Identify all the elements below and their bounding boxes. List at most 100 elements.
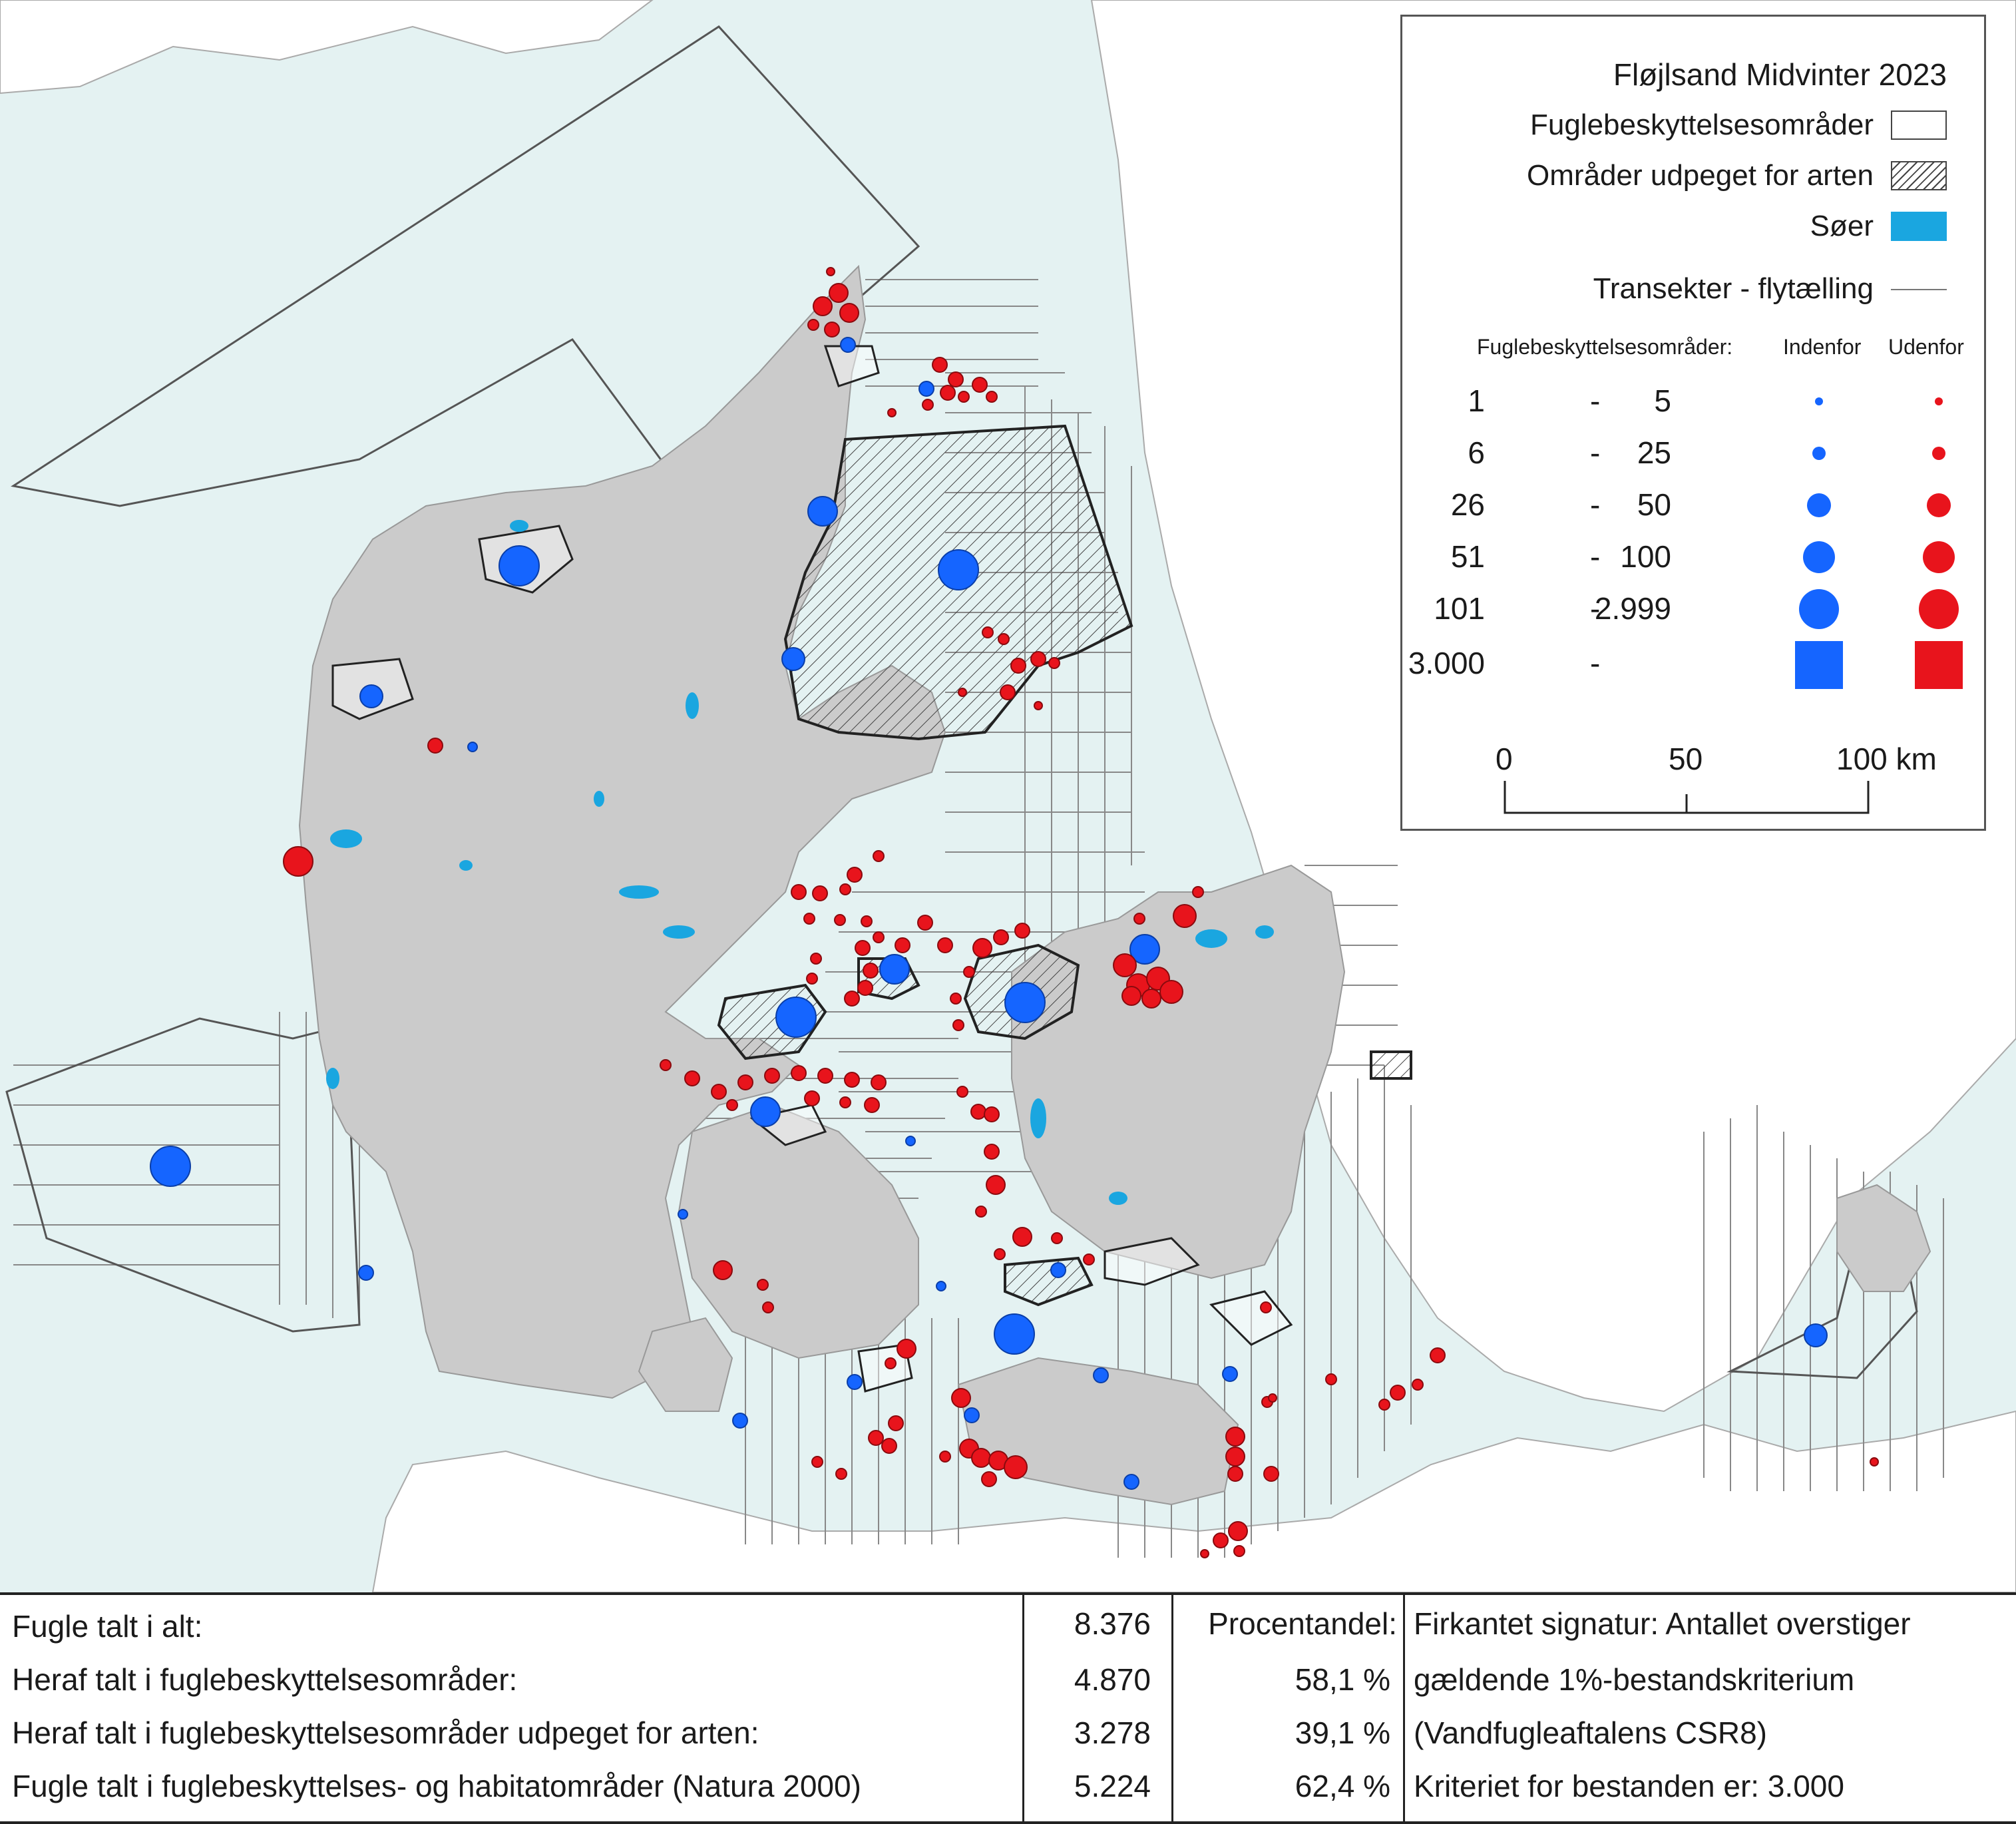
size-class-dash: - — [1590, 487, 1601, 522]
count-dot-outside — [1228, 1521, 1248, 1541]
size-symbol-outside — [1919, 589, 1959, 629]
count-dot-outside — [757, 1279, 769, 1291]
count-dot-outside — [864, 1097, 880, 1113]
size-class-dash: - — [1590, 435, 1601, 470]
size-class-from: 101 — [1434, 591, 1485, 626]
count-dot-outside — [972, 377, 988, 393]
count-dot-outside — [975, 1206, 987, 1218]
size-class-to: 5 — [1654, 383, 1671, 418]
count-dot-outside — [839, 303, 859, 323]
size-class-dash: - — [1590, 383, 1601, 418]
germany-land — [371, 1410, 2016, 1592]
table-row-pct: 39,1 % — [1295, 1715, 1390, 1750]
count-dot-inside — [905, 1136, 916, 1146]
table-row-label: Fugle talt i alt: — [12, 1609, 203, 1644]
count-dot-inside — [918, 381, 934, 397]
count-dot-inside — [150, 1146, 191, 1187]
size-symbol-inside — [1807, 493, 1831, 517]
size-header-inside: Indenfor — [1783, 335, 1862, 359]
count-dot-outside — [986, 391, 998, 403]
count-dot-outside — [847, 867, 863, 883]
size-class-row: 1 - 5 — [1402, 383, 1984, 423]
count-dot-outside — [940, 385, 956, 401]
count-dot-outside — [1010, 658, 1026, 674]
count-dot-outside — [807, 319, 819, 331]
count-dot-outside — [1390, 1385, 1406, 1401]
count-dot-inside — [467, 742, 478, 752]
scale-tick-0: 0 — [1496, 742, 1513, 776]
size-class-from: 26 — [1450, 487, 1485, 522]
count-dot-outside — [283, 846, 313, 877]
count-dot-outside — [971, 1448, 991, 1468]
count-dot-outside — [952, 1019, 964, 1031]
count-dot-outside — [812, 885, 828, 901]
size-class-from: 3.000 — [1408, 646, 1485, 680]
count-dot-outside — [1378, 1399, 1390, 1411]
counts-inside — [150, 337, 1828, 1490]
count-dot-inside — [938, 549, 979, 590]
legend-item-label: Fuglebeskyttelsesområder — [1529, 109, 1874, 141]
size-class-row: 26 - 50 — [1402, 487, 1984, 527]
count-dot-outside — [897, 1339, 916, 1359]
size-class-from: 6 — [1468, 435, 1485, 470]
table-row-pct: 62,4 % — [1295, 1769, 1390, 1803]
count-dot-outside — [1225, 1447, 1245, 1467]
counts-outside — [283, 267, 1879, 1558]
count-dot-outside — [1192, 886, 1204, 898]
size-class-to: 2.999 — [1594, 591, 1671, 626]
count-dot-inside — [840, 337, 856, 353]
legend-title: Fløjlsand Midvinter 2023 — [1613, 57, 1947, 92]
size-symbol-outside — [1932, 447, 1945, 460]
table-bottom-border — [0, 1821, 2016, 1824]
count-dot-outside — [844, 1072, 860, 1088]
lakes — [326, 520, 1274, 1205]
count-dot-outside — [737, 1074, 753, 1090]
size-symbol-inside-square — [1795, 641, 1843, 689]
table-divider — [1403, 1595, 1405, 1824]
count-dot-outside — [1048, 657, 1060, 669]
count-dot-outside — [993, 929, 1009, 945]
size-class-row: 3.000 - — [1402, 641, 1984, 689]
count-dot-outside — [1014, 923, 1030, 939]
table-row-label: Heraf talt i fuglebeskyttelsesområder: — [12, 1662, 518, 1697]
count-dot-outside — [873, 850, 885, 862]
count-dot-outside — [932, 357, 948, 373]
count-dot-outside — [711, 1084, 727, 1100]
size-symbol-inside — [1803, 541, 1835, 573]
count-dot-outside — [1012, 1227, 1032, 1247]
table-row-note: (Vandfugleaftalens CSR8) — [1414, 1715, 1767, 1750]
count-dot-inside — [775, 997, 817, 1038]
count-dot-outside — [998, 633, 1010, 645]
size-class-from: 51 — [1450, 539, 1485, 574]
count-dot-outside — [660, 1059, 672, 1071]
count-dot-outside — [1870, 1457, 1879, 1467]
count-dot-outside — [958, 391, 970, 403]
count-dot-outside — [863, 963, 879, 979]
legend-item-lakes: Søer — [1810, 210, 1947, 243]
count-dot-inside — [1129, 934, 1160, 965]
table-row-note: gældende 1%-bestandskriterium — [1414, 1662, 1855, 1697]
count-dot-outside — [956, 1086, 968, 1098]
size-symbol-outside — [1935, 397, 1943, 405]
count-dot-outside — [1159, 980, 1183, 1004]
count-dot-outside — [1263, 1466, 1279, 1482]
count-dot-outside — [684, 1070, 700, 1086]
count-dot-outside — [963, 966, 975, 978]
count-dot-outside — [834, 914, 846, 926]
count-dot-inside — [847, 1374, 863, 1390]
count-dot-outside — [817, 1068, 833, 1084]
count-dot-outside — [1213, 1532, 1229, 1548]
size-class-dash: - — [1590, 646, 1601, 680]
count-dot-outside — [948, 371, 964, 387]
count-dot-inside — [879, 954, 910, 985]
count-dot-outside — [1430, 1347, 1446, 1363]
count-dot-inside — [964, 1407, 980, 1423]
count-dot-outside — [806, 973, 818, 985]
count-dot-outside — [1004, 1455, 1028, 1479]
bornholm-land — [1836, 1184, 1931, 1292]
size-class-dash: - — [1590, 539, 1601, 574]
count-dot-outside — [986, 1175, 1006, 1195]
count-dot-outside — [762, 1301, 774, 1313]
count-dot-inside — [994, 1313, 1035, 1355]
count-dot-outside — [888, 1415, 904, 1431]
